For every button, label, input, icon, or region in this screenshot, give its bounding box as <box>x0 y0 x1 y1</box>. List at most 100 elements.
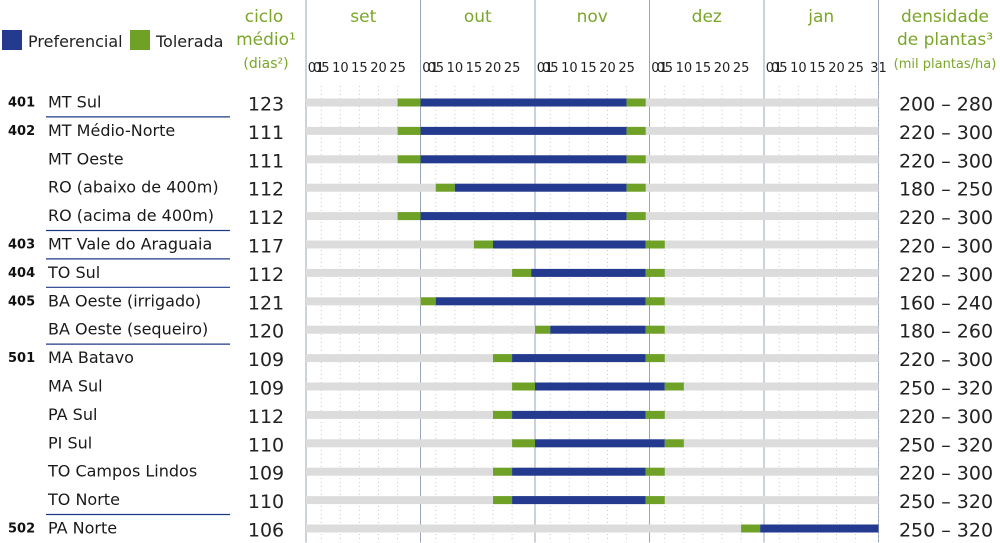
day-tick-label: 25 <box>618 61 635 76</box>
tolerada-bar <box>664 382 684 391</box>
cycle-header-line3: (dias²) <box>243 56 288 72</box>
preferencial-bar <box>420 98 627 107</box>
day-tick-label: 20 <box>828 61 845 76</box>
window-track <box>306 524 879 533</box>
day-tick-label: 25 <box>733 61 750 76</box>
month-label: jan <box>807 7 834 27</box>
region-label: PA Norte <box>48 519 117 538</box>
tolerada-bar <box>397 98 421 107</box>
tolerada-bar <box>512 382 535 391</box>
preferencial-bar <box>512 467 646 476</box>
chart-row: 501 MA Batavo 109 220 – 300 <box>8 343 993 371</box>
region-label: MT Médio-Norte <box>48 121 175 140</box>
day-tick-label: 01 <box>308 61 325 76</box>
day-tick-label: 05 <box>313 61 330 76</box>
tolerada-bar <box>626 183 646 192</box>
preferencial-bar <box>420 212 627 221</box>
legend-swatch-tolerada <box>130 30 150 50</box>
day-tick-label: 05 <box>771 61 788 76</box>
day-tick-label: 05 <box>427 61 444 76</box>
chart-row: RO (abaixo de 400m) 112 180 – 250 <box>48 178 993 201</box>
preferencial-bar <box>435 297 646 306</box>
day-tick-label: 10 <box>332 61 349 76</box>
preferencial-bar <box>454 183 627 192</box>
cycle-value: 112 <box>248 179 284 201</box>
cycle-value: 109 <box>248 463 284 485</box>
tolerada-bar <box>512 268 532 277</box>
density-value: 180 – 250 <box>899 179 993 201</box>
region-code: 404 <box>8 266 35 281</box>
density-value: 220 – 300 <box>899 122 993 144</box>
tolerada-bar <box>626 126 646 135</box>
region-label: MA Batavo <box>48 348 134 367</box>
month-label: out <box>464 7 492 27</box>
chart-row: MT Oeste 111 220 – 300 <box>48 149 993 172</box>
tolerada-bar <box>397 212 421 221</box>
preferencial-bar <box>550 325 646 334</box>
day-tick-label: 20 <box>714 61 731 76</box>
tolerada-bar <box>397 155 421 164</box>
chart-row: TO Norte 110 250 – 320 <box>47 490 993 513</box>
density-value: 220 – 300 <box>899 264 993 286</box>
tolerada-bar <box>420 297 436 306</box>
region-label: MT Vale do Araguaia <box>48 235 212 254</box>
tolerada-bar <box>645 354 665 363</box>
tolerada-bar <box>435 183 455 192</box>
legend-swatch-preferencial <box>2 30 22 50</box>
density-value: 250 – 320 <box>899 434 993 456</box>
density-value: 250 – 320 <box>899 378 993 400</box>
density-value: 250 – 320 <box>899 491 993 513</box>
region-code: 405 <box>8 294 35 309</box>
cycle-header-line2: médio¹ <box>236 30 296 50</box>
cycle-value: 112 <box>248 406 284 428</box>
chart-row: RO (acima de 400m) 112 220 – 300 <box>48 206 993 229</box>
tolerada-bar <box>493 354 513 363</box>
region-label: BA Oeste (sequeiro) <box>48 320 208 339</box>
region-label: RO (abaixo de 400m) <box>48 178 219 197</box>
cycle-value: 109 <box>248 378 284 400</box>
day-tick-label: 05 <box>542 61 559 76</box>
preferencial-bar <box>420 155 627 164</box>
preferencial-bar <box>420 126 627 135</box>
tolerada-bar <box>626 155 646 164</box>
region-label: RO (acima de 400m) <box>48 206 214 225</box>
cycle-value: 106 <box>248 520 284 542</box>
day-tick-label: 20 <box>370 61 387 76</box>
tolerada-bar <box>535 325 551 334</box>
density-value: 220 – 300 <box>899 236 993 258</box>
tolerada-bar <box>645 268 665 277</box>
day-tick-label: 15 <box>809 61 826 76</box>
tolerada-bar <box>493 467 513 476</box>
day-tick-label: 10 <box>561 61 578 76</box>
cycle-value: 109 <box>248 349 284 371</box>
day-tick-label: 01 <box>537 61 554 76</box>
tolerada-bar <box>664 439 684 448</box>
cycle-value: 110 <box>248 434 284 456</box>
preferencial-bar <box>760 524 879 533</box>
tolerada-bar <box>397 126 421 135</box>
region-code: 502 <box>8 522 35 537</box>
region-label: TO Campos Lindos <box>47 462 197 481</box>
tolerada-bar <box>645 297 665 306</box>
region-label: TO Sul <box>47 263 100 282</box>
month-label: nov <box>577 7 608 27</box>
tolerada-bar <box>645 240 665 249</box>
chart-row: PI Sul 110 250 – 320 <box>48 433 993 456</box>
tolerada-bar <box>645 467 665 476</box>
chart-row: TO Campos Lindos 109 220 – 300 <box>47 462 993 485</box>
day-tick-label: 01 <box>651 61 668 76</box>
tolerada-bar <box>512 439 535 448</box>
region-label: MT Oeste <box>48 149 124 168</box>
month-label: dez <box>692 7 722 27</box>
preferencial-bar <box>512 496 646 505</box>
tolerada-bar <box>645 496 665 505</box>
density-value: 200 – 280 <box>899 94 993 116</box>
preferencial-bar <box>531 268 646 277</box>
chart-row: 401 MT Sul 123 200 – 280 <box>8 93 993 116</box>
day-tick-label: 25 <box>504 61 521 76</box>
chart-row: 404 TO Sul 112 220 – 300 <box>8 258 993 286</box>
density-header-line2: de plantas³ <box>897 30 993 50</box>
tolerada-bar <box>741 524 761 533</box>
legend-label-preferencial: Preferencial <box>28 32 123 51</box>
